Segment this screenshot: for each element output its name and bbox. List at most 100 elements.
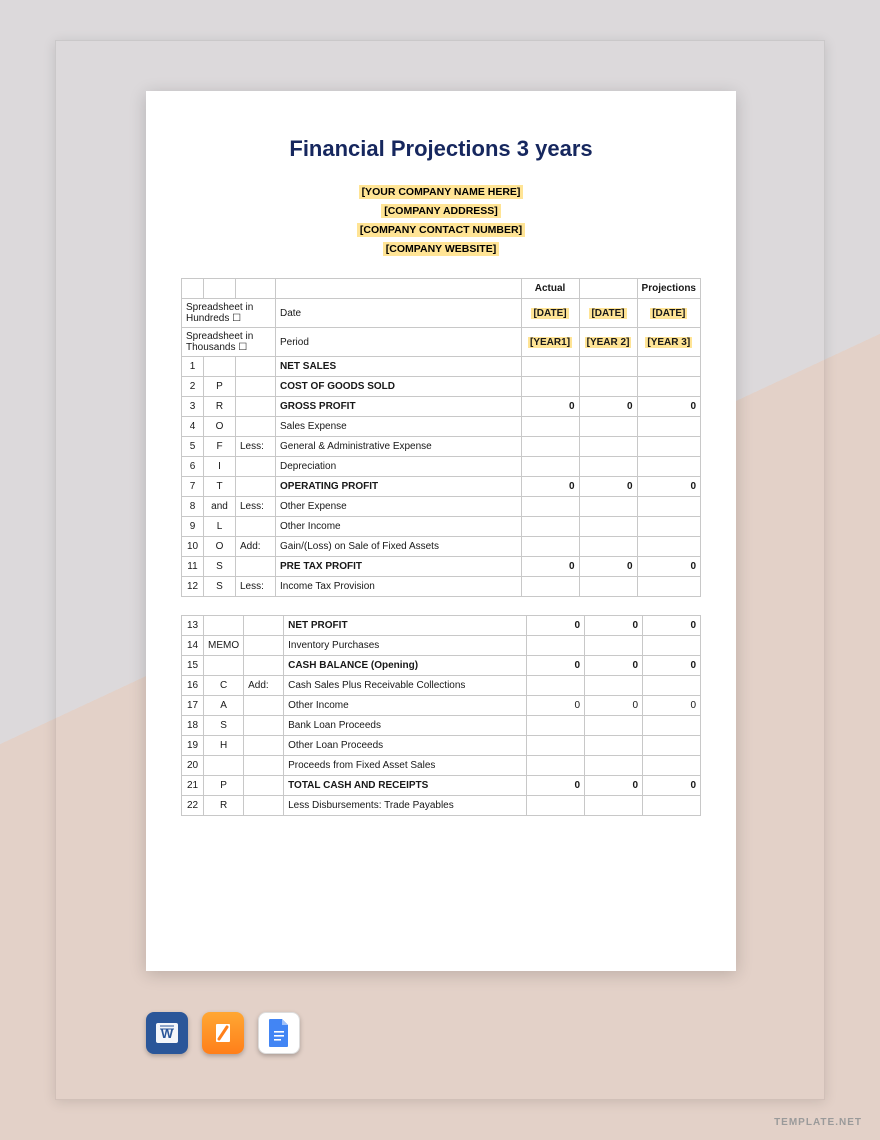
row-sub [244, 796, 284, 816]
row-desc: COST OF GOODS SOLD [276, 377, 522, 397]
pages-icon[interactable] [202, 1012, 244, 1054]
row-sub [244, 776, 284, 796]
document-title: Financial Projections 3 years [181, 136, 701, 162]
row-val-1 [521, 377, 579, 397]
side-letter [204, 656, 244, 676]
row-desc: Other Income [284, 696, 527, 716]
row-val-1 [521, 457, 579, 477]
row-sub [244, 736, 284, 756]
row-val-2: 0 [585, 656, 643, 676]
row-val-2: 0 [585, 616, 643, 636]
row-number: 7 [182, 477, 204, 497]
row-val-3: 0 [643, 616, 701, 636]
row-sub [244, 656, 284, 676]
row-val-3: 0 [637, 557, 700, 577]
row-number: 9 [182, 517, 204, 537]
table-row: 17AOther Income000 [182, 696, 701, 716]
preview-card: Financial Projections 3 years [YOUR COMP… [55, 40, 825, 1100]
table-row: 3RGROSS PROFIT000 [182, 397, 701, 417]
projections-header: Projections [637, 279, 700, 299]
row-sub: Add: [236, 537, 276, 557]
row-val-2 [585, 636, 643, 656]
row-sub [236, 517, 276, 537]
row-val-2 [585, 756, 643, 776]
svg-text:W: W [161, 1026, 174, 1041]
row-desc: Other Income [276, 517, 522, 537]
row-val-3 [637, 357, 700, 377]
word-icon[interactable]: W [146, 1012, 188, 1054]
row-number: 21 [182, 776, 204, 796]
row-sub: Less: [236, 497, 276, 517]
row-number: 20 [182, 756, 204, 776]
side-letter: H [204, 736, 244, 756]
row-desc: Less Disbursements: Trade Payables [284, 796, 527, 816]
side-letter: S [204, 577, 236, 597]
row-val-3 [643, 676, 701, 696]
side-letter: R [204, 796, 244, 816]
row-val-3 [643, 716, 701, 736]
side-letter: T [204, 477, 236, 497]
row-val-2 [585, 736, 643, 756]
row-val-3 [637, 577, 700, 597]
row-sub [244, 716, 284, 736]
row-number: 13 [182, 616, 204, 636]
side-letter: S [204, 557, 236, 577]
row-number: 3 [182, 397, 204, 417]
row-sub [236, 477, 276, 497]
row-val-3: 0 [637, 397, 700, 417]
row-val-2 [579, 357, 637, 377]
row-val-2: 0 [579, 397, 637, 417]
google-docs-icon[interactable] [258, 1012, 300, 1054]
row-val-2 [579, 537, 637, 557]
row-val-2: 0 [585, 776, 643, 796]
row-val-3 [643, 636, 701, 656]
row-val-2 [579, 377, 637, 397]
side-letter: R [204, 397, 236, 417]
table-row: 15CASH BALANCE (Opening)000 [182, 656, 701, 676]
row-val-1 [521, 577, 579, 597]
row-val-2 [579, 517, 637, 537]
row-val-2 [585, 676, 643, 696]
row-number: 5 [182, 437, 204, 457]
row-number: 22 [182, 796, 204, 816]
company-address: [COMPANY ADDRESS] [381, 204, 501, 218]
row-number: 1 [182, 357, 204, 377]
watermark: TEMPLATE.NET [774, 1117, 862, 1128]
row-val-2: 0 [579, 557, 637, 577]
row-sub [244, 696, 284, 716]
row-val-3 [643, 756, 701, 776]
row-val-1 [521, 437, 579, 457]
row-sub: Less: [236, 437, 276, 457]
table-row: 5FLess:General & Administrative Expense [182, 437, 701, 457]
row-desc: Other Expense [276, 497, 522, 517]
row-sub [244, 636, 284, 656]
row-desc: CASH BALANCE (Opening) [284, 656, 527, 676]
row-desc: NET SALES [276, 357, 522, 377]
spread-hundreds: Spreadsheet in Hundreds ☐ [182, 299, 276, 328]
row-val-3 [637, 437, 700, 457]
row-sub [236, 357, 276, 377]
table-row: 10OAdd:Gain/(Loss) on Sale of Fixed Asse… [182, 537, 701, 557]
row-number: 14 [182, 636, 204, 656]
row-desc: Cash Sales Plus Receivable Collections [284, 676, 527, 696]
actual-header: Actual [521, 279, 579, 299]
row-number: 12 [182, 577, 204, 597]
table-row: 8andLess:Other Expense [182, 497, 701, 517]
date-label: Date [276, 299, 522, 328]
row-desc: PRE TAX PROFIT [276, 557, 522, 577]
table-row: 16CAdd:Cash Sales Plus Receivable Collec… [182, 676, 701, 696]
company-name: [YOUR COMPANY NAME HERE] [359, 185, 524, 199]
header-row-labels: Actual Projections [182, 279, 701, 299]
side-letter [204, 616, 244, 636]
period-label: Period [276, 328, 522, 357]
row-val-2 [585, 716, 643, 736]
row-val-3: 0 [643, 776, 701, 796]
table-row: 18SBank Loan Proceeds [182, 716, 701, 736]
row-val-3: 0 [637, 477, 700, 497]
row-desc: Proceeds from Fixed Asset Sales [284, 756, 527, 776]
row-sub [244, 616, 284, 636]
financial-table-block2: 13NET PROFIT00014MEMOInventory Purchases… [181, 615, 701, 816]
row-sub [236, 557, 276, 577]
row-val-2: 0 [585, 696, 643, 716]
spread-thousands: Spreadsheet in Thousands ☐ [182, 328, 276, 357]
